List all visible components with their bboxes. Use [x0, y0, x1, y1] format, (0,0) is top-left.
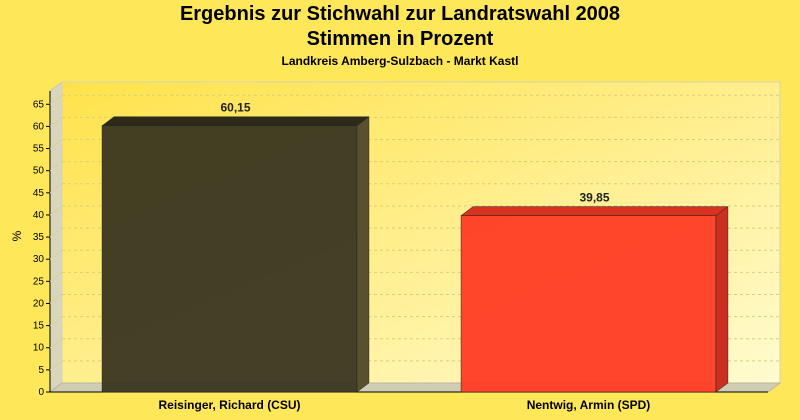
y-tick-label: 30	[33, 254, 45, 265]
grid-line-side	[49, 227, 63, 238]
bar-top	[460, 206, 729, 216]
bar-side	[715, 206, 729, 393]
chart-side-wall	[49, 81, 63, 393]
y-tick-label: 65	[33, 99, 45, 110]
bar	[460, 206, 729, 393]
y-axis-label: %	[10, 230, 24, 241]
bar	[101, 116, 370, 393]
y-tick-label: 45	[33, 188, 45, 199]
y-tick-label: 0	[38, 387, 44, 398]
grid-line-side	[49, 249, 63, 260]
grid-line-side	[49, 183, 63, 194]
grid-line-side	[49, 271, 63, 282]
grid-line-side	[49, 161, 63, 172]
grid-line-side	[49, 205, 63, 216]
grid-line-side	[49, 316, 63, 327]
y-tick-label: 40	[33, 210, 45, 221]
grid-line-side	[49, 117, 63, 127]
grid-line-side	[49, 294, 63, 304]
chart-title: Ergebnis zur Stichwahl zur Landratswahl …	[179, 3, 621, 25]
x-tick-label: Reisinger, Richard (CSU)	[158, 398, 300, 412]
chart-subtitle: Stimmen in Prozent	[306, 28, 494, 50]
grid-line-side	[49, 338, 63, 349]
data-label: 60,15	[220, 101, 250, 115]
chart-caption: Landkreis Amberg-Sulzbach - Markt Kastl	[281, 54, 519, 68]
grid-line-side	[49, 94, 63, 105]
x-tick-label: Nentwig, Armin (SPD)	[527, 398, 651, 412]
y-tick-label: 50	[33, 166, 45, 177]
y-tick-label: 15	[33, 321, 45, 332]
data-label: 39,85	[579, 191, 609, 205]
bar-top	[101, 116, 370, 126]
y-tick-label: 20	[33, 298, 45, 309]
bar-front	[460, 215, 717, 393]
bar-front	[101, 125, 358, 393]
y-tick-label: 25	[33, 276, 45, 287]
y-tick-label: 35	[33, 232, 45, 243]
y-tick-label: 60	[33, 121, 45, 132]
grid-line-side	[49, 360, 63, 371]
y-tick-label: 5	[38, 365, 44, 376]
y-tick-label: 10	[33, 343, 45, 354]
bar-side	[356, 116, 370, 393]
y-tick-label: 55	[33, 144, 45, 155]
grid-line-side	[49, 139, 63, 149]
